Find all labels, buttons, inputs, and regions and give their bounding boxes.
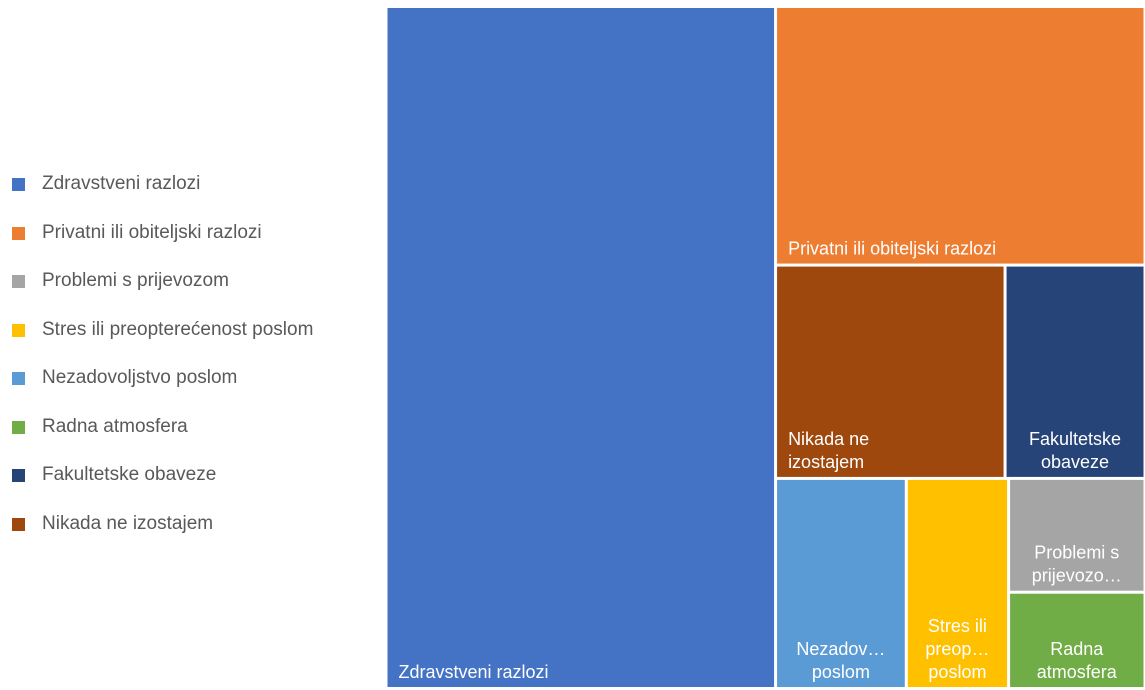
legend-label: Radna atmosfera xyxy=(42,415,188,437)
treemap-tile-label: Radna xyxy=(1050,639,1104,659)
treemap-rect-privatni-ili-obiteljski-razlozi xyxy=(777,8,1144,264)
treemap-rect-nezadovoljstvo-poslom xyxy=(777,479,905,687)
chart-legend: Zdravstveni razlozi Privatni ili obitelj… xyxy=(12,172,372,560)
legend-label: Nikada ne izostajem xyxy=(42,512,214,534)
legend-item-nezadovoljstvo: Nezadovoljstvo poslom xyxy=(12,366,372,390)
legend-label: Fakultetske obaveze xyxy=(42,464,217,485)
treemap-tile-privatni-ili-obiteljski-razlozi: Privatni ili obiteljski razlozi xyxy=(777,8,1144,264)
treemap-tile-label: Nezadov… xyxy=(796,639,885,659)
legend-item-privatni-razlozi: Privatni ili obiteljski razlozi xyxy=(12,221,372,245)
treemap-tile-label: Stres ili xyxy=(928,616,987,636)
treemap-tile-label: atmosfera xyxy=(1037,662,1118,682)
legend-swatch xyxy=(12,323,25,337)
legend-label: Nezadovoljstvo poslom xyxy=(42,367,238,388)
treemap-tile-label: Privatni ili obiteljski razlozi xyxy=(788,239,996,259)
treemap-tile-label: Zdravstveni razlozi xyxy=(399,662,549,682)
legend-swatch xyxy=(12,420,25,434)
legend-swatch xyxy=(12,517,25,531)
legend-item-nikada-ne-izostajem: Nikada ne izostajem xyxy=(12,512,372,536)
treemap-rect-radna-atmosfera xyxy=(1010,593,1144,687)
legend-swatch xyxy=(12,275,25,288)
treemap-tile-label: preop… xyxy=(925,639,989,659)
legend-item-stres: Stres ili preopterećenost poslom xyxy=(12,318,372,342)
treemap-rect-stres-ili-preopterecenost-poslom xyxy=(907,479,1008,687)
legend-swatch xyxy=(12,226,25,240)
legend-item-zdravstveni-razlozi: Zdravstveni razlozi xyxy=(12,172,372,196)
legend-swatch xyxy=(12,178,25,191)
legend-swatch xyxy=(12,469,25,482)
treemap-rect-problemi-s-prijevozom xyxy=(1010,479,1144,591)
legend-label: Stres ili preopterećenost poslom xyxy=(42,318,314,340)
legend-label: Problemi s prijevozom xyxy=(42,270,229,291)
treemap-tile-label: prijevozo… xyxy=(1032,566,1122,586)
treemap-tile-label: poslom xyxy=(928,662,986,682)
treemap-tile-label: Fakultetske xyxy=(1029,429,1121,449)
treemap-tile-label: Nikada ne xyxy=(788,429,869,449)
treemap-rect-nikada-ne-izostajem xyxy=(777,266,1004,477)
treemap-tile-nikada-ne-izostajem: Nikada ne izostajem xyxy=(777,266,1004,477)
treemap-rect-fakultetske-obaveze xyxy=(1006,266,1144,477)
legend-item-radna-atmosfera: Radna atmosfera xyxy=(12,415,372,439)
treemap-tile-label: izostajem xyxy=(788,452,864,472)
treemap-tile-stres-ili-preopterecenost-poslom: Stres ili preop… poslom xyxy=(907,479,1008,687)
legend-label: Zdravstveni razlozi xyxy=(42,173,201,194)
treemap-tile-problemi-s-prijevozom: Problemi s prijevozo… xyxy=(1010,479,1144,591)
legend-swatch xyxy=(12,372,25,385)
treemap-tile-zdravstveni-razlozi: Zdravstveni razlozi xyxy=(387,8,775,687)
treemap-tile-fakultetske-obaveze: Fakultetske obaveze xyxy=(1006,266,1144,477)
legend-label: Privatni ili obiteljski razlozi xyxy=(42,221,262,243)
treemap-rect-zdravstveni-razlozi xyxy=(387,8,775,687)
treemap-tile-label: obaveze xyxy=(1041,452,1109,472)
treemap-tile-label: Problemi s xyxy=(1034,543,1119,563)
treemap-tile-nezadovoljstvo-poslom: Nezadov… poslom xyxy=(777,479,905,687)
legend-item-fakultetske-obaveze: Fakultetske obaveze xyxy=(12,463,372,487)
legend-item-problemi-prijevoz: Problemi s prijevozom xyxy=(12,269,372,293)
treemap-tile-radna-atmosfera: Radna atmosfera xyxy=(1010,593,1144,687)
treemap-tile-label: poslom xyxy=(812,662,870,682)
